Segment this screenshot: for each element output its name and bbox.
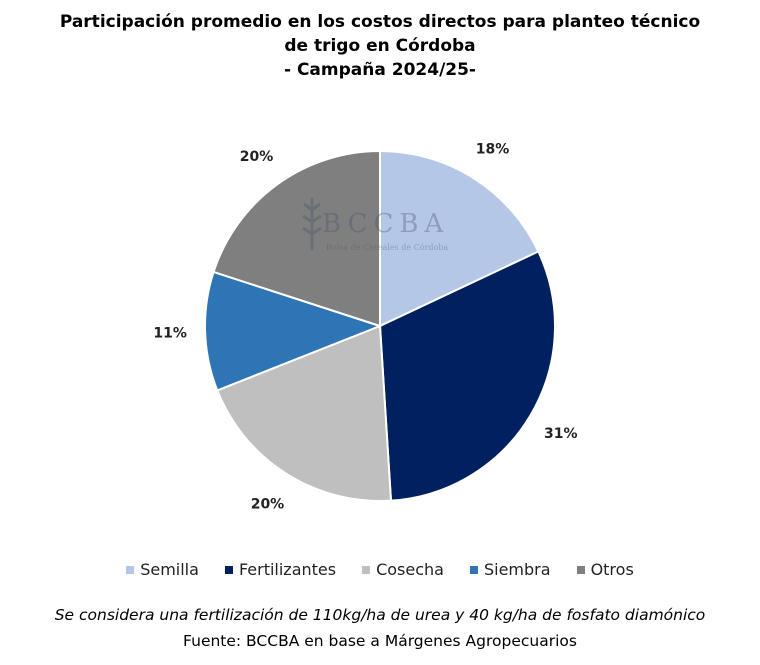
watermark-logo: BCCBA Bolsa de Cereales de Córdoba <box>302 198 449 252</box>
legend-swatch <box>224 565 233 574</box>
pie-slice-semilla <box>379 149 540 328</box>
source-note: Fuente: BCCBA en base a Márgenes Agropec… <box>183 632 577 650</box>
legend-item-siembra: Siembra <box>469 560 551 579</box>
legend-label: Semilla <box>140 560 199 579</box>
pie-slice-otros <box>212 149 381 328</box>
data-label-otros: 20% <box>240 149 274 165</box>
svg-text:Bolsa de Cereales de Córdoba: Bolsa de Cereales de Córdoba <box>326 243 448 252</box>
legend-label: Cosecha <box>376 560 444 579</box>
legend-swatch <box>126 565 135 574</box>
title-line-1: Participación promedio en los costos dir… <box>59 12 701 32</box>
legend-item-cosecha: Cosecha <box>362 560 444 579</box>
footnote: Se considera una fertilización de 110kg/… <box>54 606 706 624</box>
legend-swatch <box>469 565 478 574</box>
legend-swatch <box>576 565 585 574</box>
chart-title: Participación promedio en los costos dir… <box>0 10 760 82</box>
legend-item-fertilizantes: Fertilizantes <box>224 560 337 579</box>
legend-item-otros: Otros <box>576 560 634 579</box>
svg-text:BCCBA: BCCBA <box>322 209 449 239</box>
pie-slice-cosecha <box>215 324 393 502</box>
data-label-siembra: 11% <box>153 326 187 342</box>
title-line-2: de trigo en Córdoba <box>284 36 476 56</box>
data-label-semilla: 18% <box>476 142 510 158</box>
pie-chart: BCCBA Bolsa de Cereales de Córdoba 18% 31% 2… <box>153 142 578 513</box>
data-label-cosecha: 20% <box>251 496 285 512</box>
legend-item-semilla: Semilla <box>126 560 199 579</box>
title-line-3: - Campaña 2024/25- <box>283 60 476 80</box>
data-label-fertilizantes: 31% <box>544 426 578 442</box>
legend: Semilla Fertilizantes Cosecha Siembra Otros <box>0 560 760 579</box>
legend-label: Siembra <box>483 560 551 579</box>
legend-swatch <box>362 565 371 574</box>
pie-slice-fertilizantes <box>378 250 556 502</box>
legend-label: Fertilizantes <box>238 560 337 579</box>
pie-slice-siembra <box>204 270 383 392</box>
legend-label: Otros <box>590 560 634 579</box>
